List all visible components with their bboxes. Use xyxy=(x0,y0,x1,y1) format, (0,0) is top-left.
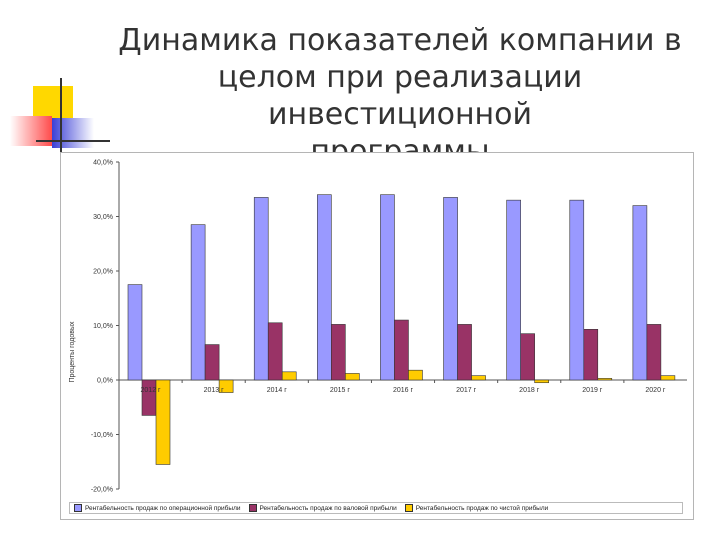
bar-gross-8 xyxy=(646,324,662,381)
y-axis-title: Проценты годовых xyxy=(69,321,76,383)
bar-operating-4 xyxy=(380,194,395,381)
x-category-label: 2018 г xyxy=(519,387,540,394)
bar-net-1 xyxy=(218,379,234,393)
bar-operating-8 xyxy=(632,205,648,381)
x-category-label: 2019 г xyxy=(582,387,603,394)
x-category-label: 2012 г xyxy=(141,387,162,394)
y-tick-label: -10,0% xyxy=(91,432,113,439)
bar-net-5 xyxy=(471,375,486,381)
bar-net-4 xyxy=(408,369,423,381)
bar-operating-2 xyxy=(253,197,269,381)
y-tick-label: 20,0% xyxy=(93,269,113,276)
bar-gross-6 xyxy=(520,333,535,381)
y-tick-label: 40,0% xyxy=(93,160,113,167)
bar-operating-6 xyxy=(506,199,521,381)
x-category-label: 2013 г xyxy=(204,387,225,394)
legend-label-operating: Рентабельность продаж по операционной пр… xyxy=(85,504,241,512)
x-category-label: 2016 г xyxy=(393,387,414,394)
deco-horizontal-line xyxy=(36,140,110,142)
chart-frame: Проценты годовых 40,0% 30,0% 20,0% 10,0% 0,0… xyxy=(60,152,694,520)
bar-net-3 xyxy=(345,373,360,381)
x-category-label: 2020 г xyxy=(645,387,666,394)
bar-gross-2 xyxy=(267,322,283,381)
y-tick-label: 0,0% xyxy=(97,378,113,385)
bar-net-0 xyxy=(155,379,171,465)
bar-gross-5 xyxy=(457,324,472,381)
slide-title: Динамика показателей компании в целом пр… xyxy=(100,22,700,170)
x-category-label: 2014 г xyxy=(267,387,288,394)
bar-operating-1 xyxy=(190,224,206,381)
bar-net-8 xyxy=(660,375,676,381)
deco-blue-square xyxy=(52,118,94,148)
bar-gross-1 xyxy=(204,344,220,381)
bar-gross-7 xyxy=(583,329,599,381)
x-category-label: 2015 г xyxy=(330,387,351,394)
chart-legend: Рентабельность продаж по операционной пр… xyxy=(69,502,683,514)
bar-net-2 xyxy=(281,371,297,381)
legend-item-operating: Рентабельность продаж по операционной пр… xyxy=(74,504,241,512)
chart-svg: Проценты годовых 40,0% 30,0% 20,0% 10,0% 0,0… xyxy=(69,160,687,494)
bar-net-6 xyxy=(534,379,549,384)
y-tick-label: -20,0% xyxy=(91,487,113,494)
deco-vertical-line xyxy=(60,78,62,160)
bar-operating-5 xyxy=(443,197,458,381)
bar-operating-0 xyxy=(127,284,143,381)
legend-label-gross: Рентабельность продаж по валовой прибыли xyxy=(259,504,397,512)
y-tick-label: 30,0% xyxy=(93,214,113,221)
bar-operating-3 xyxy=(317,194,332,381)
legend-swatch-net xyxy=(404,504,413,512)
x-category-label: 2017 г xyxy=(456,387,477,394)
bar-gross-0 xyxy=(141,379,157,416)
legend-item-net: Рентабельность продаж по чистой прибыли xyxy=(404,504,549,512)
y-tick-label: 10,0% xyxy=(93,323,113,330)
legend-item-gross: Рентабельность продаж по валовой прибыли xyxy=(248,504,397,512)
bar-gross-3 xyxy=(331,324,346,381)
bar-gross-4 xyxy=(394,319,409,381)
slide-title-line-2: целом при реализации инвестиционной xyxy=(217,60,583,132)
bar-operating-7 xyxy=(569,199,585,381)
legend-label-net: Рентабельность продаж по чистой прибыли xyxy=(415,504,549,512)
legend-swatch-operating xyxy=(74,504,82,512)
bar-net-7 xyxy=(597,378,613,381)
legend-swatch-gross xyxy=(248,504,257,512)
slide-title-line-1: Динамика показателей компании в xyxy=(118,23,682,58)
